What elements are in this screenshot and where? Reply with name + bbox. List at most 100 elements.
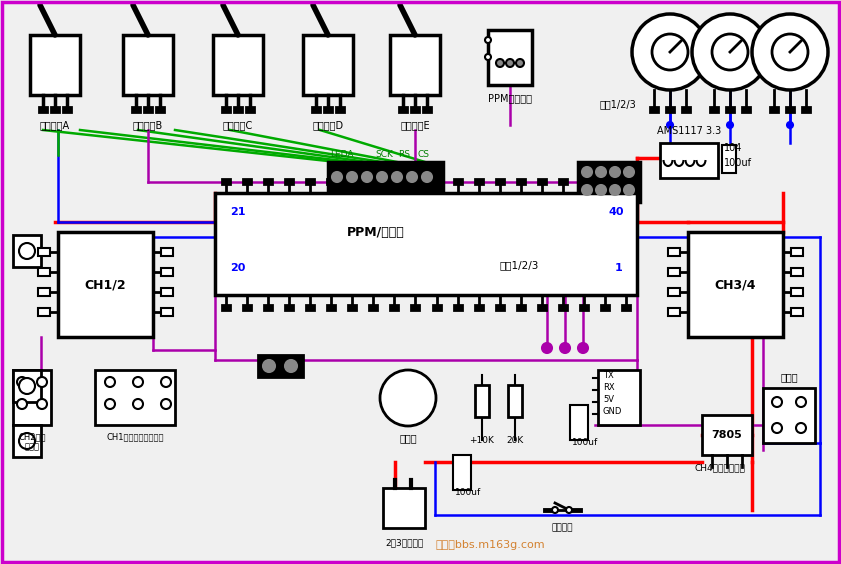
Circle shape [796, 397, 806, 407]
Text: 旋钮1/2/3: 旋钮1/2/3 [600, 99, 637, 109]
Circle shape [332, 172, 342, 182]
Text: CH3/4: CH3/4 [715, 278, 756, 291]
Circle shape [752, 14, 828, 90]
Text: CH2微调: CH2微调 [19, 432, 45, 441]
Bar [246, 107, 254, 112]
Circle shape [17, 399, 27, 409]
Bar [399, 107, 407, 112]
Circle shape [667, 122, 673, 128]
Bar [432, 179, 441, 184]
Bar [285, 179, 293, 184]
Text: CS: CS [418, 150, 430, 159]
Bar [38, 268, 50, 276]
Bar [517, 305, 525, 310]
Circle shape [362, 172, 372, 182]
Bar [264, 305, 272, 310]
Circle shape [407, 172, 417, 182]
Bar [453, 305, 462, 310]
Bar [475, 305, 483, 310]
Bar [369, 305, 378, 310]
Bar [285, 305, 293, 310]
Bar [411, 179, 420, 184]
Circle shape [582, 167, 592, 177]
Bar [215, 193, 637, 295]
Circle shape [624, 167, 634, 177]
Bar [538, 305, 546, 310]
Text: 三段开关C: 三段开关C [223, 120, 253, 130]
Text: 1: 1 [615, 263, 622, 273]
Bar [39, 107, 47, 112]
Circle shape [542, 343, 552, 353]
Bar [348, 305, 356, 310]
Circle shape [17, 377, 27, 387]
Text: CH1/2: CH1/2 [85, 278, 126, 291]
Bar [312, 107, 320, 112]
Circle shape [632, 14, 708, 90]
Text: PPM耳机插座: PPM耳机插座 [488, 93, 532, 103]
Bar [348, 179, 356, 184]
Text: 蜂鸣器: 蜂鸣器 [399, 433, 417, 443]
Bar [327, 305, 335, 310]
Bar [369, 179, 378, 184]
Circle shape [610, 167, 620, 177]
Bar [411, 305, 420, 310]
Bar [475, 179, 483, 184]
Text: +10K: +10K [469, 436, 495, 445]
Circle shape [578, 343, 588, 353]
Circle shape [105, 399, 115, 409]
Bar [702, 415, 752, 455]
Bar [475, 385, 489, 417]
Bar [264, 179, 272, 184]
Bar [13, 370, 51, 425]
Bar [51, 107, 59, 112]
Bar [38, 248, 50, 256]
Circle shape [727, 122, 733, 128]
Text: 7805: 7805 [711, 430, 743, 440]
Bar [496, 179, 504, 184]
Bar [258, 355, 303, 377]
Circle shape [37, 399, 47, 409]
Bar [517, 179, 525, 184]
Circle shape [552, 507, 558, 513]
Text: CH1微调、确认返回键: CH1微调、确认返回键 [106, 432, 164, 441]
Bar [601, 305, 610, 310]
Text: SCK: SCK [375, 150, 393, 159]
Text: 二段开关E: 二段开关E [400, 120, 430, 130]
Text: 100uf: 100uf [724, 158, 752, 168]
Text: 40: 40 [609, 207, 625, 217]
Circle shape [485, 37, 491, 43]
Circle shape [133, 377, 143, 387]
Bar [243, 305, 251, 310]
Circle shape [506, 59, 514, 67]
Bar [508, 385, 522, 417]
Bar [423, 107, 431, 112]
Bar [306, 179, 314, 184]
Bar [58, 232, 153, 337]
Bar [336, 107, 344, 112]
Text: 上下键: 上下键 [24, 442, 40, 451]
Circle shape [772, 397, 782, 407]
Bar [559, 179, 567, 184]
Bar [306, 305, 314, 310]
Bar [156, 107, 164, 112]
Bar [580, 305, 588, 310]
Bar [453, 179, 462, 184]
Circle shape [19, 243, 35, 259]
Bar [666, 107, 674, 112]
Bar [791, 308, 803, 316]
Circle shape [560, 343, 570, 353]
Text: TX: TX [603, 371, 614, 380]
Bar [161, 248, 173, 256]
Bar [538, 179, 546, 184]
Text: AMS1117 3.3: AMS1117 3.3 [657, 126, 721, 136]
Circle shape [596, 185, 606, 195]
Bar [123, 35, 173, 95]
Circle shape [37, 377, 47, 387]
Text: RS: RS [398, 150, 410, 159]
Circle shape [610, 185, 620, 195]
Bar [742, 107, 750, 112]
Circle shape [624, 185, 634, 195]
Circle shape [485, 54, 491, 60]
Bar [213, 35, 263, 95]
Text: GND: GND [603, 407, 622, 416]
